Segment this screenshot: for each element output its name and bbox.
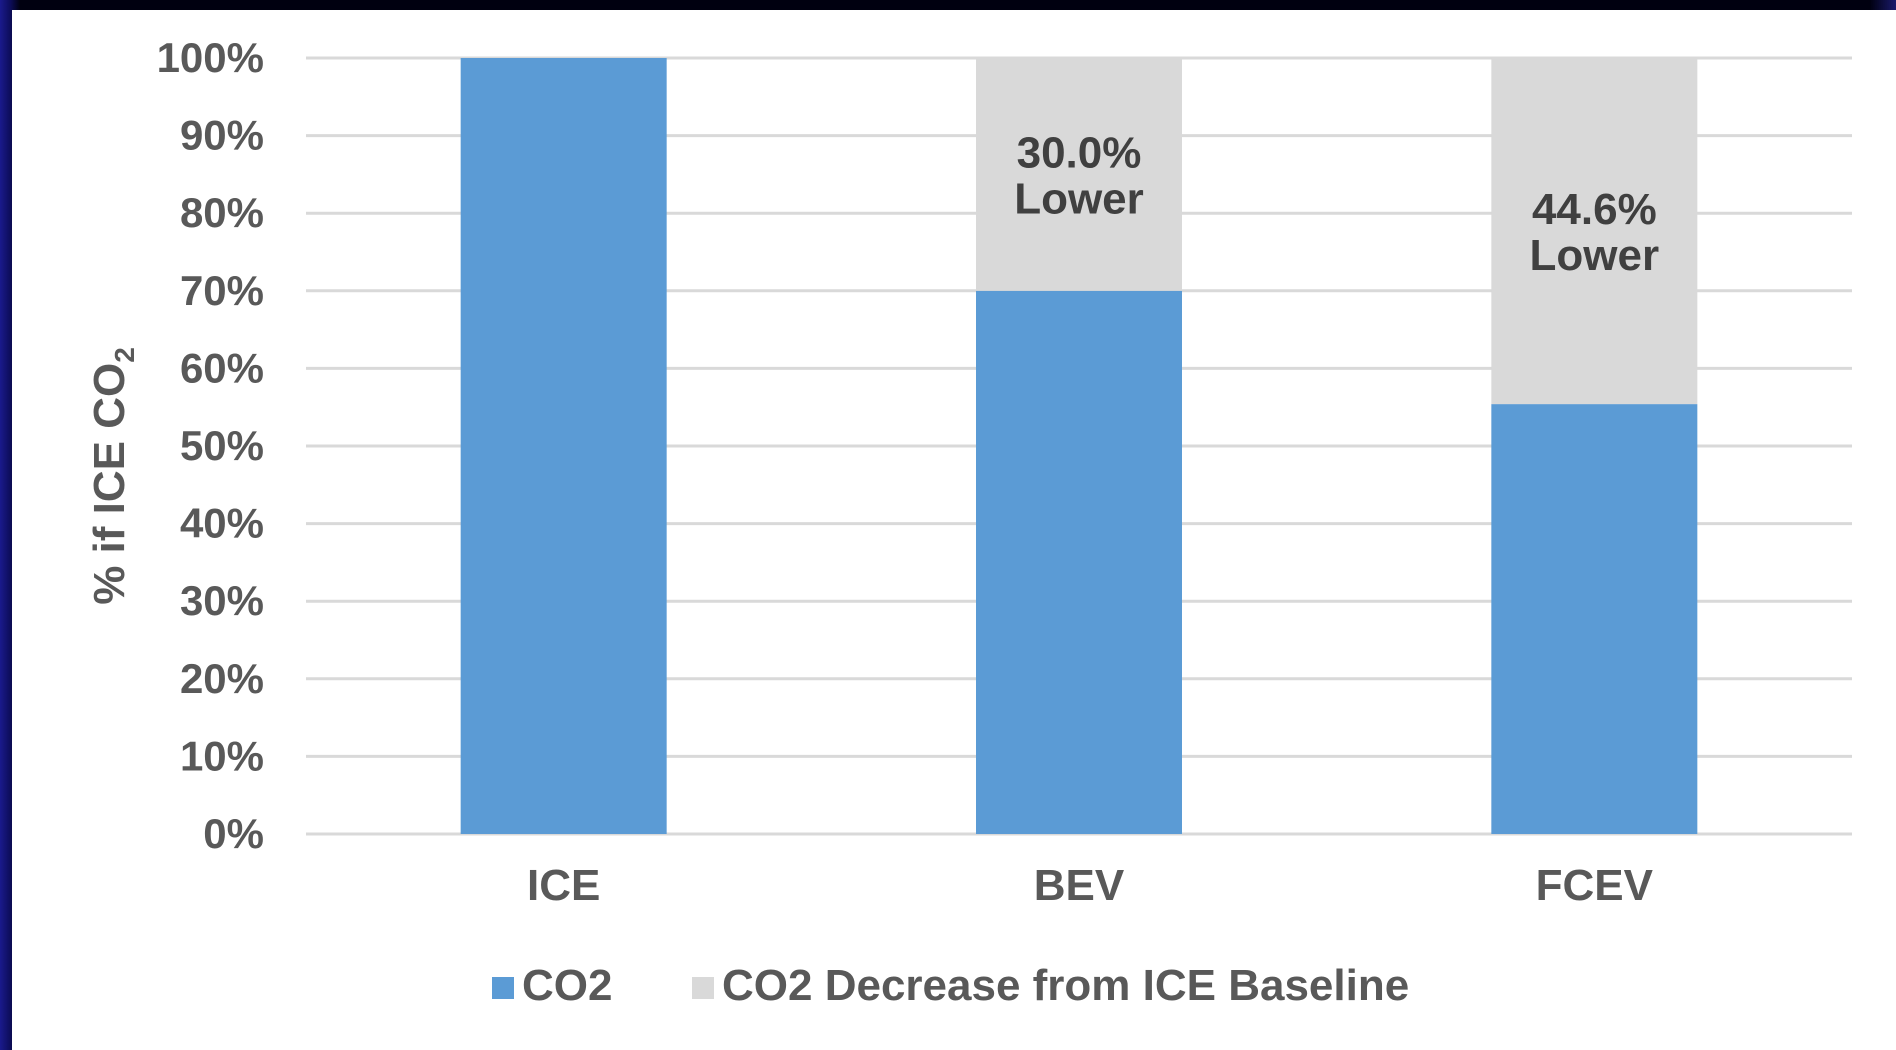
annotation-bev-line-1: 30.0%: [1017, 128, 1142, 177]
y-tick-label: 10%: [180, 732, 264, 779]
annotation-bev-line-2: Lower: [1014, 174, 1144, 223]
y-axis-title-subscript: 2: [109, 347, 140, 363]
legend-swatch-co2: [492, 977, 514, 999]
annotation-fcev-line-1: 44.6%: [1532, 185, 1657, 234]
chart-panel: 0% 10% 20% 30% 40% 50% 60% 70% 80% 90% 100% ICE BEV…: [12, 10, 1896, 1050]
bar-fcev-series-1: [1491, 404, 1698, 834]
y-axis-title: % if ICE CO2: [85, 347, 140, 605]
y-tick-label: 90%: [180, 112, 264, 159]
x-category-label-ice: ICE: [527, 861, 600, 910]
annotation-fcev-line-2: Lower: [1530, 231, 1660, 280]
y-tick-label: 50%: [180, 422, 264, 469]
y-tick-label: 60%: [180, 344, 264, 391]
y-axis-tick-labels: 0% 10% 20% 30% 40% 50% 60% 70% 80% 90% 100%: [157, 34, 264, 857]
y-tick-label: 40%: [180, 500, 264, 547]
bar-fcev-series-2: [1491, 58, 1698, 405]
bar-annotations: 30.0%Lower 44.6%Lower: [1014, 128, 1659, 280]
bar-bev-series-1: [976, 290, 1182, 834]
x-axis-category-labels: ICE BEV FCEV: [527, 861, 1654, 910]
y-tick-label: 20%: [180, 655, 264, 702]
y-tick-label: 30%: [180, 577, 264, 624]
bars: [460, 58, 1698, 834]
legend-label-co2: CO2: [522, 961, 612, 1010]
bar-ice-series-1: [460, 58, 667, 834]
bar-bev-series-2: [976, 58, 1182, 291]
y-tick-label: 70%: [180, 267, 264, 314]
legend-label-co2-decrease: CO2 Decrease from ICE Baseline: [722, 961, 1409, 1010]
legend-swatch-co2-decrease: [692, 977, 714, 999]
stacked-bar-chart: 0% 10% 20% 30% 40% 50% 60% 70% 80% 90% 100% ICE BEV…: [85, 34, 1852, 1010]
y-tick-label: 0%: [203, 810, 264, 857]
y-tick-label: 100%: [157, 34, 264, 81]
legend: CO2 CO2 Decrease from ICE Baseline: [492, 961, 1409, 1010]
y-tick-label: 80%: [180, 189, 264, 236]
y-axis-title-main: % if ICE CO: [85, 363, 134, 605]
x-category-label-fcev: FCEV: [1536, 861, 1654, 910]
x-category-label-bev: BEV: [1034, 861, 1125, 910]
